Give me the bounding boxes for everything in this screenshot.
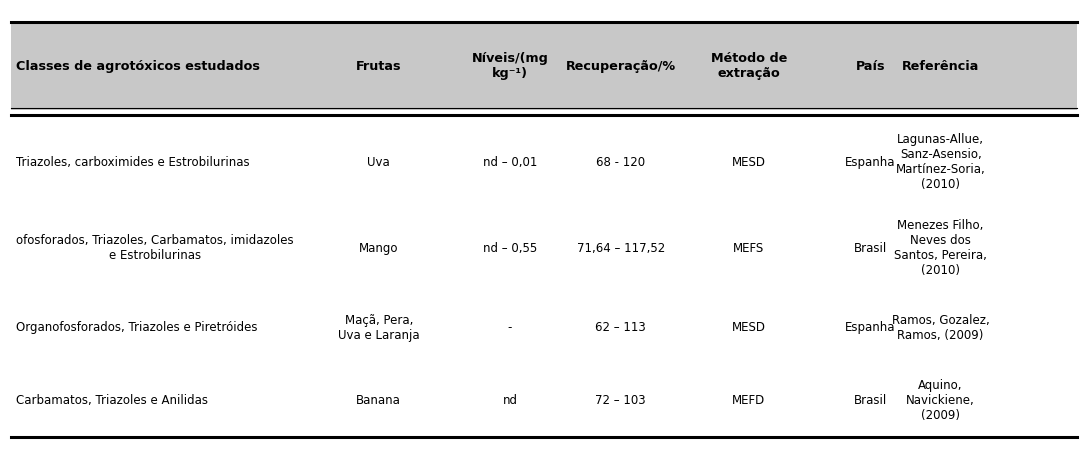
Text: Método de
extração: Método de extração xyxy=(710,52,787,80)
Text: 62 – 113: 62 – 113 xyxy=(595,321,646,334)
Text: ofosforados, Triazoles, Carbamatos, imidazoles
e Estrobilurinas: ofosforados, Triazoles, Carbamatos, imid… xyxy=(16,234,294,262)
Text: Maçã, Pera,
Uva e Laranja: Maçã, Pera, Uva e Laranja xyxy=(338,314,420,342)
Text: Referência: Referência xyxy=(902,60,979,73)
Text: nd – 0,55: nd – 0,55 xyxy=(483,242,537,255)
Text: MEFS: MEFS xyxy=(733,242,765,255)
Text: Triazoles, carboximides e Estrobilurinas: Triazoles, carboximides e Estrobilurinas xyxy=(16,156,250,169)
Text: -: - xyxy=(508,321,512,334)
Text: MESD: MESD xyxy=(732,156,766,169)
Text: 72 – 103: 72 – 103 xyxy=(595,394,646,407)
Text: 68 - 120: 68 - 120 xyxy=(596,156,645,169)
Text: Frutas: Frutas xyxy=(356,60,401,73)
Text: Níveis/(mg
kg⁻¹): Níveis/(mg kg⁻¹) xyxy=(471,52,548,80)
Text: Organofosforados, Triazoles e Piretróides: Organofosforados, Triazoles e Piretróide… xyxy=(16,321,258,334)
Text: Recuperação/%: Recuperação/% xyxy=(566,60,676,73)
Text: nd: nd xyxy=(503,394,518,407)
Text: nd – 0,01: nd – 0,01 xyxy=(483,156,537,169)
Text: Espanha: Espanha xyxy=(845,156,895,169)
Text: MESD: MESD xyxy=(732,321,766,334)
Text: Classes de agrotóxicos estudados: Classes de agrotóxicos estudados xyxy=(16,60,260,73)
Text: Lagunas-Allue,
Sanz-Asensio,
Martínez-Soria,
(2010): Lagunas-Allue, Sanz-Asensio, Martínez-So… xyxy=(895,133,986,191)
Text: 71,64 – 117,52: 71,64 – 117,52 xyxy=(577,242,665,255)
Text: Carbamatos, Triazoles e Anilidas: Carbamatos, Triazoles e Anilidas xyxy=(16,394,208,407)
Text: Aquino,
Navickiene,
(2009): Aquino, Navickiene, (2009) xyxy=(906,379,975,422)
Text: País: País xyxy=(855,60,885,73)
Text: Ramos, Gozalez,
Ramos, (2009): Ramos, Gozalez, Ramos, (2009) xyxy=(892,314,989,342)
Text: Menezes Filho,
Neves dos
Santos, Pereira,
(2010): Menezes Filho, Neves dos Santos, Pereira… xyxy=(894,219,987,277)
Text: Banana: Banana xyxy=(356,394,401,407)
Text: Uva: Uva xyxy=(368,156,391,169)
Text: Brasil: Brasil xyxy=(854,394,887,407)
Text: MEFD: MEFD xyxy=(732,394,765,407)
Text: Brasil: Brasil xyxy=(854,242,887,255)
Text: Mango: Mango xyxy=(359,242,398,255)
Text: Espanha: Espanha xyxy=(845,321,895,334)
Bar xyxy=(11,22,1077,110)
